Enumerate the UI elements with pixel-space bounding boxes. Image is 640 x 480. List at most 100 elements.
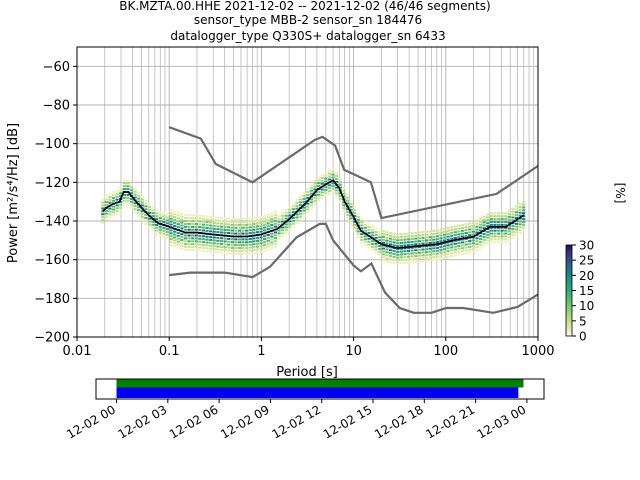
heatmap-cell: [198, 234, 202, 237]
heatmap-cell: [230, 217, 234, 220]
heatmap-cell: [191, 222, 195, 225]
heatmap-cell: [360, 218, 364, 221]
heatmap-cell: [388, 260, 393, 263]
heatmap-cell: [198, 226, 202, 229]
heatmap-cell: [263, 226, 267, 229]
heatmap-cell: [266, 228, 270, 231]
heatmap-cell: [450, 237, 454, 240]
heatmap-cell: [432, 244, 436, 247]
heatmap-cell: [191, 237, 195, 240]
heatmap-cell: [241, 249, 245, 252]
heatmap-cell: [306, 193, 310, 196]
heatmap-cell: [288, 205, 292, 208]
heatmap-cell: [169, 229, 173, 232]
heatmap-cell: [327, 190, 332, 193]
heatmap-cell: [273, 243, 278, 246]
heatmap-cell: [338, 186, 342, 189]
heatmap-cell: [252, 243, 256, 246]
heatmap-cell: [500, 220, 504, 223]
heatmap-cell: [356, 215, 360, 218]
heatmap-cell: [406, 249, 411, 252]
heatmap-cell: [237, 244, 242, 247]
heatmap-cell: [176, 237, 180, 240]
heatmap-cell: [227, 226, 231, 229]
heatmap-cell: [259, 230, 263, 233]
heatmap-cell: [432, 253, 436, 256]
heatmap-cell: [363, 220, 367, 223]
heatmap-cell: [374, 236, 378, 239]
heatmap-cell: [352, 223, 357, 226]
heatmap-cell: [122, 179, 126, 182]
heatmap-cell: [367, 243, 371, 246]
heatmap-cell: [518, 214, 522, 217]
heatmap-cell: [133, 205, 137, 208]
heatmap-cell: [219, 245, 224, 248]
heatmap-cell: [173, 242, 177, 245]
heatmap-cell: [331, 182, 335, 185]
heatmap-cell: [198, 223, 202, 226]
heatmap-cell: [201, 243, 206, 246]
heatmap-cell: [378, 253, 382, 256]
heatmap-cell: [158, 234, 162, 237]
heatmap-cell: [288, 226, 292, 229]
heatmap-cell: [158, 228, 162, 231]
heatmap-cell: [176, 234, 180, 237]
heatmap-cell: [183, 214, 188, 217]
heatmap-cell: [507, 218, 511, 221]
heatmap-cell: [241, 223, 245, 226]
heatmap-cell: [334, 175, 339, 178]
heatmap-cell: [309, 198, 314, 201]
heatmap-cell: [388, 255, 393, 258]
heatmap-cell: [137, 206, 141, 209]
heatmap-cell: [331, 191, 335, 194]
coverage-tick-label: 12-02 15: [321, 402, 375, 441]
heatmap-cell: [151, 223, 155, 226]
heatmap-cell: [475, 240, 479, 243]
heatmap-cell: [363, 235, 367, 238]
heatmap-cell: [435, 229, 439, 232]
heatmap-cell: [450, 243, 454, 246]
heatmap-cell: [234, 223, 238, 226]
heatmap-cell: [291, 205, 296, 208]
heatmap-cell: [385, 260, 389, 263]
heatmap-cell: [352, 215, 357, 218]
heatmap-cell: [500, 232, 504, 235]
heatmap-cell: [302, 195, 306, 198]
heatmap-cell: [255, 222, 260, 225]
heatmap-cell: [111, 214, 116, 217]
heatmap-cell: [356, 227, 360, 230]
heatmap-cell: [367, 226, 371, 229]
heatmap-cell: [248, 217, 252, 220]
heatmap-cell: [115, 213, 119, 216]
heatmap-cell: [158, 211, 162, 214]
heatmap-cell: [417, 234, 421, 237]
heatmap-cell: [129, 192, 134, 195]
heatmap-cell: [205, 221, 209, 224]
heatmap-cell: [187, 246, 191, 249]
heatmap-cell: [324, 191, 328, 194]
coverage-tick-label: 12-02 18: [372, 402, 426, 441]
heatmap-cell: [234, 241, 238, 244]
heatmap-cell: [410, 252, 414, 255]
heatmap-cell: [223, 237, 227, 240]
heatmap-cell: [291, 216, 296, 219]
heatmap-cell: [478, 240, 483, 243]
heatmap-cell: [378, 233, 382, 236]
heatmap-cell: [428, 239, 432, 242]
heatmap-cell: [273, 237, 278, 240]
heatmap-cell: [331, 167, 335, 170]
heatmap-cell: [104, 212, 108, 215]
heatmap-cell: [478, 220, 483, 223]
heatmap-cell: [482, 235, 486, 238]
heatmap-cell: [108, 210, 112, 213]
heatmap-cell: [360, 236, 364, 239]
heatmap-cell: [273, 222, 278, 225]
heatmap-cell: [108, 201, 112, 204]
heatmap-cell: [320, 188, 324, 191]
heatmap-cell: [381, 235, 385, 238]
heatmap-cell: [507, 210, 511, 213]
heatmap-cell: [417, 251, 421, 254]
heatmap-cell: [230, 226, 234, 229]
